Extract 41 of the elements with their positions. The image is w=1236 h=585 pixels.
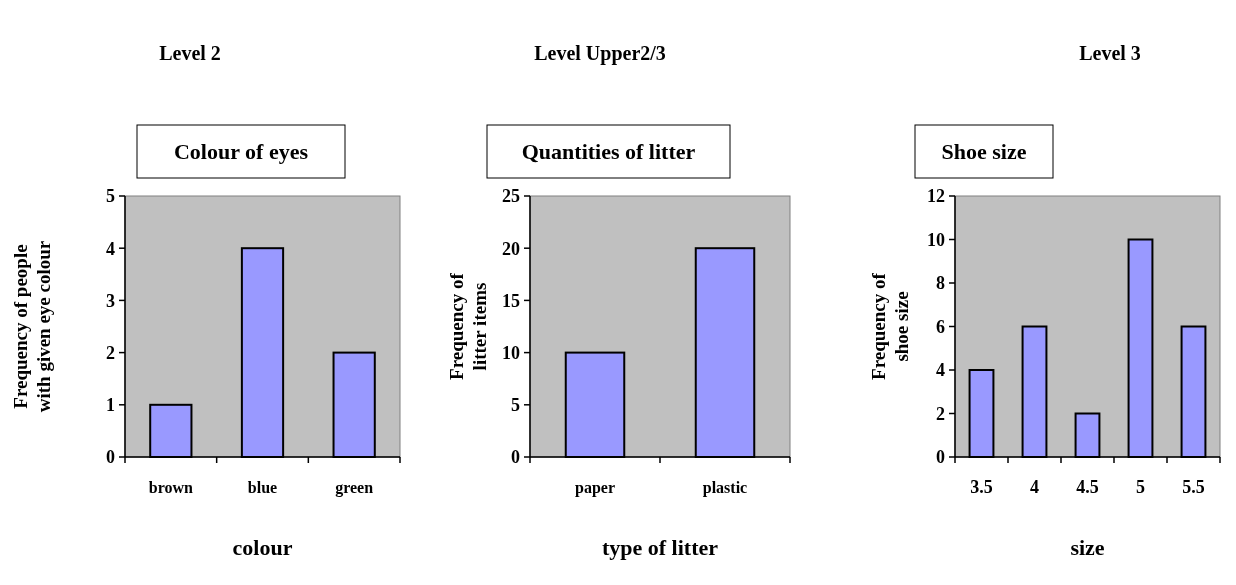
x-tick-label: 4: [1030, 477, 1039, 497]
x-tick-label: blue: [247, 479, 278, 496]
y-tick-label: 25: [502, 186, 520, 207]
x-axis-title: colour: [232, 535, 293, 560]
x-tick-label: 5: [1136, 477, 1145, 497]
y-tick-label: 20: [502, 238, 520, 259]
x-tick-label: 5.5: [1182, 477, 1205, 497]
y-tick-label: 8: [936, 273, 945, 294]
x-tick-label: brown: [148, 479, 194, 496]
chart-subtitle: Level 3: [1079, 42, 1141, 64]
chart-title: Colour of eyes: [173, 139, 309, 164]
x-tick-label: green: [335, 479, 374, 497]
chart-subtitle: Level 2: [159, 42, 221, 64]
y-axis-title: Frequency of people with given eye colour: [10, 240, 55, 413]
y-axis-title: Frequency of shoe size: [868, 272, 913, 380]
y-tick-label: 5: [511, 395, 520, 416]
y-tick-label: 15: [502, 290, 520, 311]
y-tick-label: 4: [106, 238, 115, 259]
x-axis-title: type of litter: [601, 535, 719, 560]
x-tick-label: plastic: [702, 479, 748, 497]
x-axis-title: size: [1070, 535, 1105, 560]
chart-subtitle: Level Upper2/3: [534, 42, 666, 65]
y-tick-label: 1: [106, 395, 115, 416]
x-tick-label: 4.5: [1076, 477, 1099, 497]
y-tick-label: 0: [106, 447, 115, 468]
chart-title: Shoe size: [941, 139, 1027, 164]
y-tick-label: 12: [927, 186, 945, 207]
x-tick-label: 3.5: [970, 477, 993, 497]
chart-title: Quantities of litter: [521, 139, 696, 164]
y-tick-label: 0: [511, 447, 520, 468]
y-axis-title: Frequency of litter items: [446, 272, 491, 380]
y-tick-label: 10: [502, 342, 520, 363]
x-tick-label: paper: [575, 479, 615, 497]
y-tick-label: 6: [936, 316, 945, 337]
y-tick-label: 10: [927, 229, 945, 250]
y-tick-label: 3: [106, 290, 115, 311]
y-tick-label: 4: [936, 360, 945, 381]
y-tick-label: 0: [936, 447, 945, 468]
y-tick-label: 2: [106, 342, 115, 363]
y-tick-label: 5: [106, 186, 115, 207]
y-tick-label: 2: [936, 403, 945, 424]
